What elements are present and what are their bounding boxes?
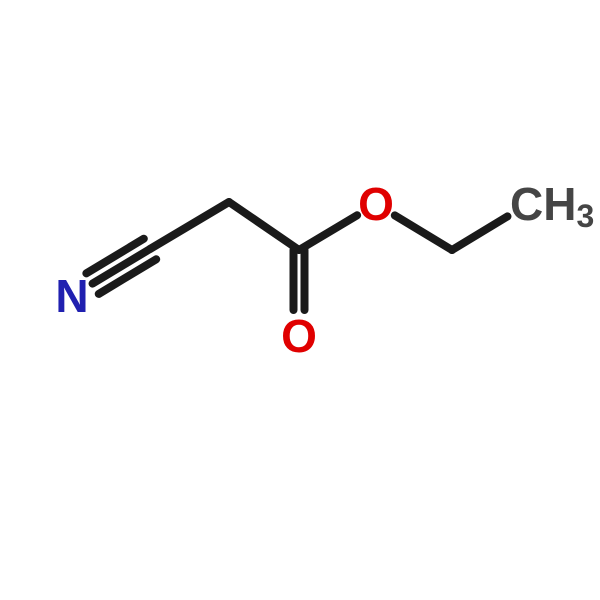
- atom-label-o1: O: [281, 310, 317, 362]
- atom-label-c5: CH3: [510, 178, 594, 234]
- bond-line: [395, 215, 452, 250]
- atom-label-o2: O: [358, 178, 394, 230]
- bond-line: [229, 202, 299, 250]
- molecule-diagram: N O O CH3: [0, 0, 600, 600]
- bond-line: [299, 215, 357, 250]
- bond-line: [452, 216, 507, 250]
- atom-label-n: N: [55, 270, 88, 322]
- bond-line: [150, 202, 229, 249]
